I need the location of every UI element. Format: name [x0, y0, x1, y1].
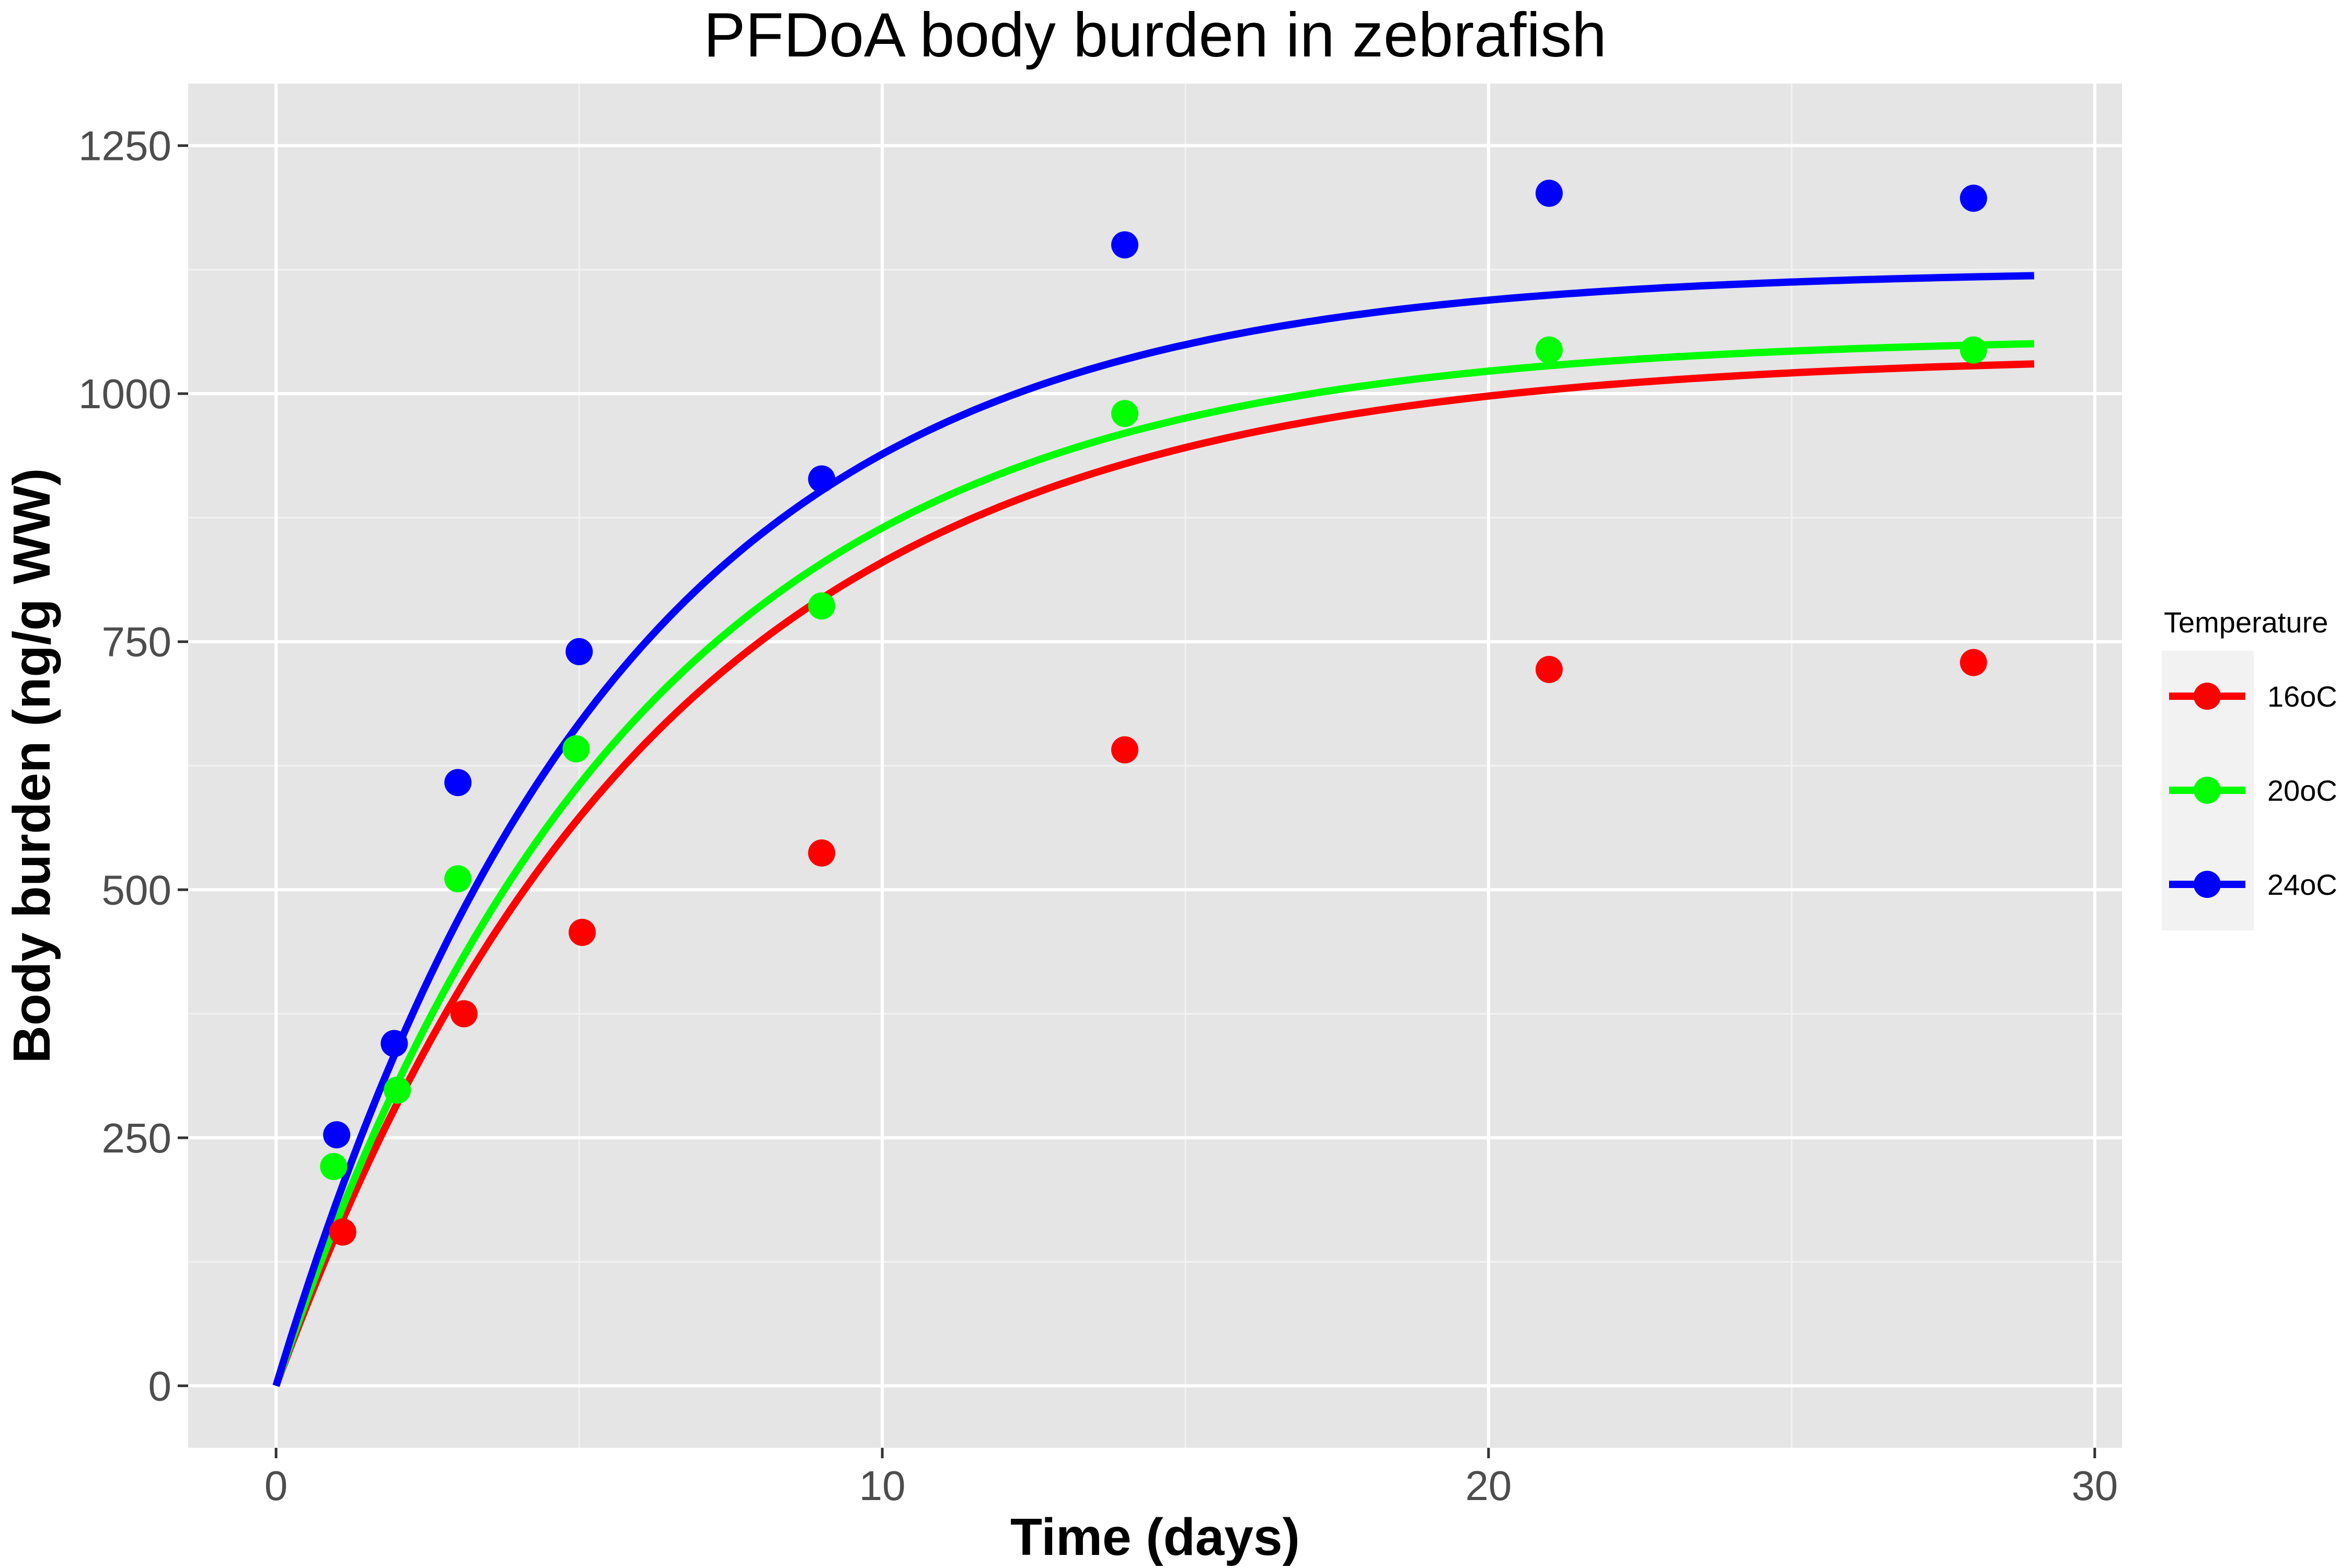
- data-point-24oC: [323, 1121, 351, 1149]
- y-axis-title: Body burden (ng/g WW): [3, 468, 61, 1064]
- data-point-16oC: [808, 839, 836, 867]
- legend-label-20oC: 20oC: [2267, 774, 2337, 807]
- data-point-16oC: [1111, 736, 1139, 764]
- data-point-24oC: [381, 1030, 408, 1057]
- y-tick-label: 1250: [78, 123, 171, 169]
- data-point-24oC: [1959, 185, 1987, 212]
- data-point-24oC: [1535, 179, 1563, 207]
- y-tick-label: 1000: [78, 371, 171, 417]
- data-point-20oC: [320, 1152, 348, 1180]
- chart-title: PFDoA body burden in zebrafish: [704, 0, 1607, 70]
- legend-key-point-20oC: [2194, 777, 2221, 804]
- x-tick-label: 10: [859, 1462, 906, 1509]
- data-point-24oC: [444, 769, 472, 797]
- data-point-16oC: [329, 1218, 356, 1246]
- y-tick-label: 0: [148, 1363, 172, 1409]
- data-point-20oC: [562, 735, 590, 763]
- x-axis-title: Time (days): [1010, 1508, 1300, 1566]
- legend-key-point-16oC: [2194, 683, 2221, 710]
- minor-gridlines: [188, 84, 2122, 1448]
- x-tick-label: 0: [264, 1462, 288, 1509]
- x-tick-label: 20: [1465, 1462, 1512, 1509]
- data-point-16oC: [450, 1000, 478, 1028]
- data-points: [320, 179, 1987, 1246]
- axes: 0 10 20 30 0 250 500 750 1000 1250: [78, 123, 2118, 1509]
- data-point-20oC: [808, 592, 836, 620]
- x-tick-label: 30: [2071, 1462, 2118, 1509]
- y-tick-label: 250: [102, 1115, 171, 1161]
- data-point-20oC: [1959, 336, 1987, 364]
- data-point-24oC: [808, 465, 836, 493]
- data-point-20oC: [1535, 336, 1563, 364]
- legend: Temperature 16oC 20oC 24oC: [2162, 606, 2337, 930]
- legend-label-16oC: 16oC: [2267, 680, 2337, 713]
- data-point-16oC: [568, 918, 596, 946]
- fit-curve-20oC: [272, 340, 2034, 1387]
- legend-key-point-24oC: [2194, 871, 2221, 898]
- y-tick-label: 750: [102, 619, 171, 665]
- data-point-16oC: [1535, 655, 1563, 683]
- data-point-20oC: [384, 1076, 411, 1104]
- data-point-20oC: [444, 865, 472, 893]
- data-point-20oC: [1111, 400, 1139, 428]
- major-gridlines: [188, 84, 2122, 1448]
- legend-title: Temperature: [2164, 606, 2328, 639]
- data-point-24oC: [566, 638, 593, 665]
- legend-label-24oC: 24oC: [2267, 868, 2337, 901]
- data-point-16oC: [1959, 649, 1987, 676]
- fit-curve-16oC: [272, 360, 2035, 1387]
- data-point-24oC: [1111, 231, 1139, 259]
- y-tick-label: 500: [102, 867, 171, 913]
